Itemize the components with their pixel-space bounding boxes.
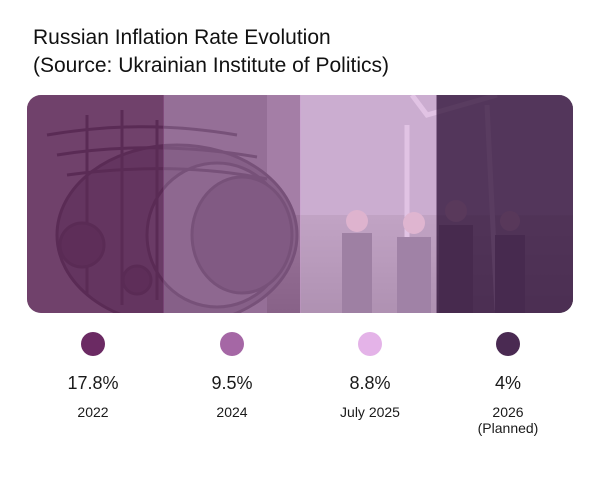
legend-item-2026-planned: 4% 2026 (Planned) bbox=[438, 330, 578, 436]
legend: 17.8% 2022 9.5% 2024 8.8% July 2025 4% 2… bbox=[0, 330, 599, 450]
bar-band-july-2025 bbox=[300, 95, 437, 313]
category-label-2026-planned-line-2: (Planned) bbox=[477, 420, 539, 436]
category-label-2026-planned: 2026 (Planned) bbox=[438, 404, 578, 436]
category-color-bands bbox=[27, 95, 573, 313]
bar-band-2024 bbox=[163, 95, 301, 313]
bar-band-2026-planned bbox=[436, 95, 573, 313]
legend-item-2022: 17.8% 2022 bbox=[23, 330, 163, 420]
chart-title-line-1: Russian Inflation Rate Evolution bbox=[33, 26, 331, 49]
category-label-2022: 2022 bbox=[23, 404, 163, 420]
category-label-2026-planned-line-1: 2026 bbox=[492, 404, 524, 420]
category-label-2022-line-1: 2022 bbox=[77, 404, 109, 420]
category-label-2024: 2024 bbox=[162, 404, 302, 420]
legend-dot-2022 bbox=[81, 332, 105, 356]
legend-dot-2026-planned bbox=[496, 332, 520, 356]
background-photo-banner bbox=[27, 95, 573, 313]
legend-item-july-2025: 8.8% July 2025 bbox=[300, 330, 440, 420]
value-label-2022: 17.8% bbox=[67, 373, 119, 393]
bar-band-2022 bbox=[27, 95, 164, 313]
chart-title-line-2: (Source: Ukrainian Institute of Politics… bbox=[33, 54, 389, 77]
value-label-2024: 9.5% bbox=[211, 373, 253, 393]
value-label-july-2025: 8.8% bbox=[349, 373, 391, 393]
legend-dot-2024 bbox=[220, 332, 244, 356]
chart-title: Russian Inflation Rate Evolution (Source… bbox=[33, 24, 573, 80]
category-label-july-2025: July 2025 bbox=[300, 404, 440, 420]
category-label-july-2025-line-1: July 2025 bbox=[340, 404, 400, 420]
legend-dot-july-2025 bbox=[358, 332, 382, 356]
value-label-2026-planned: 4% bbox=[494, 373, 521, 393]
category-label-2024-line-1: 2024 bbox=[216, 404, 248, 420]
photo-svg bbox=[27, 95, 573, 313]
legend-item-2024: 9.5% 2024 bbox=[162, 330, 302, 420]
